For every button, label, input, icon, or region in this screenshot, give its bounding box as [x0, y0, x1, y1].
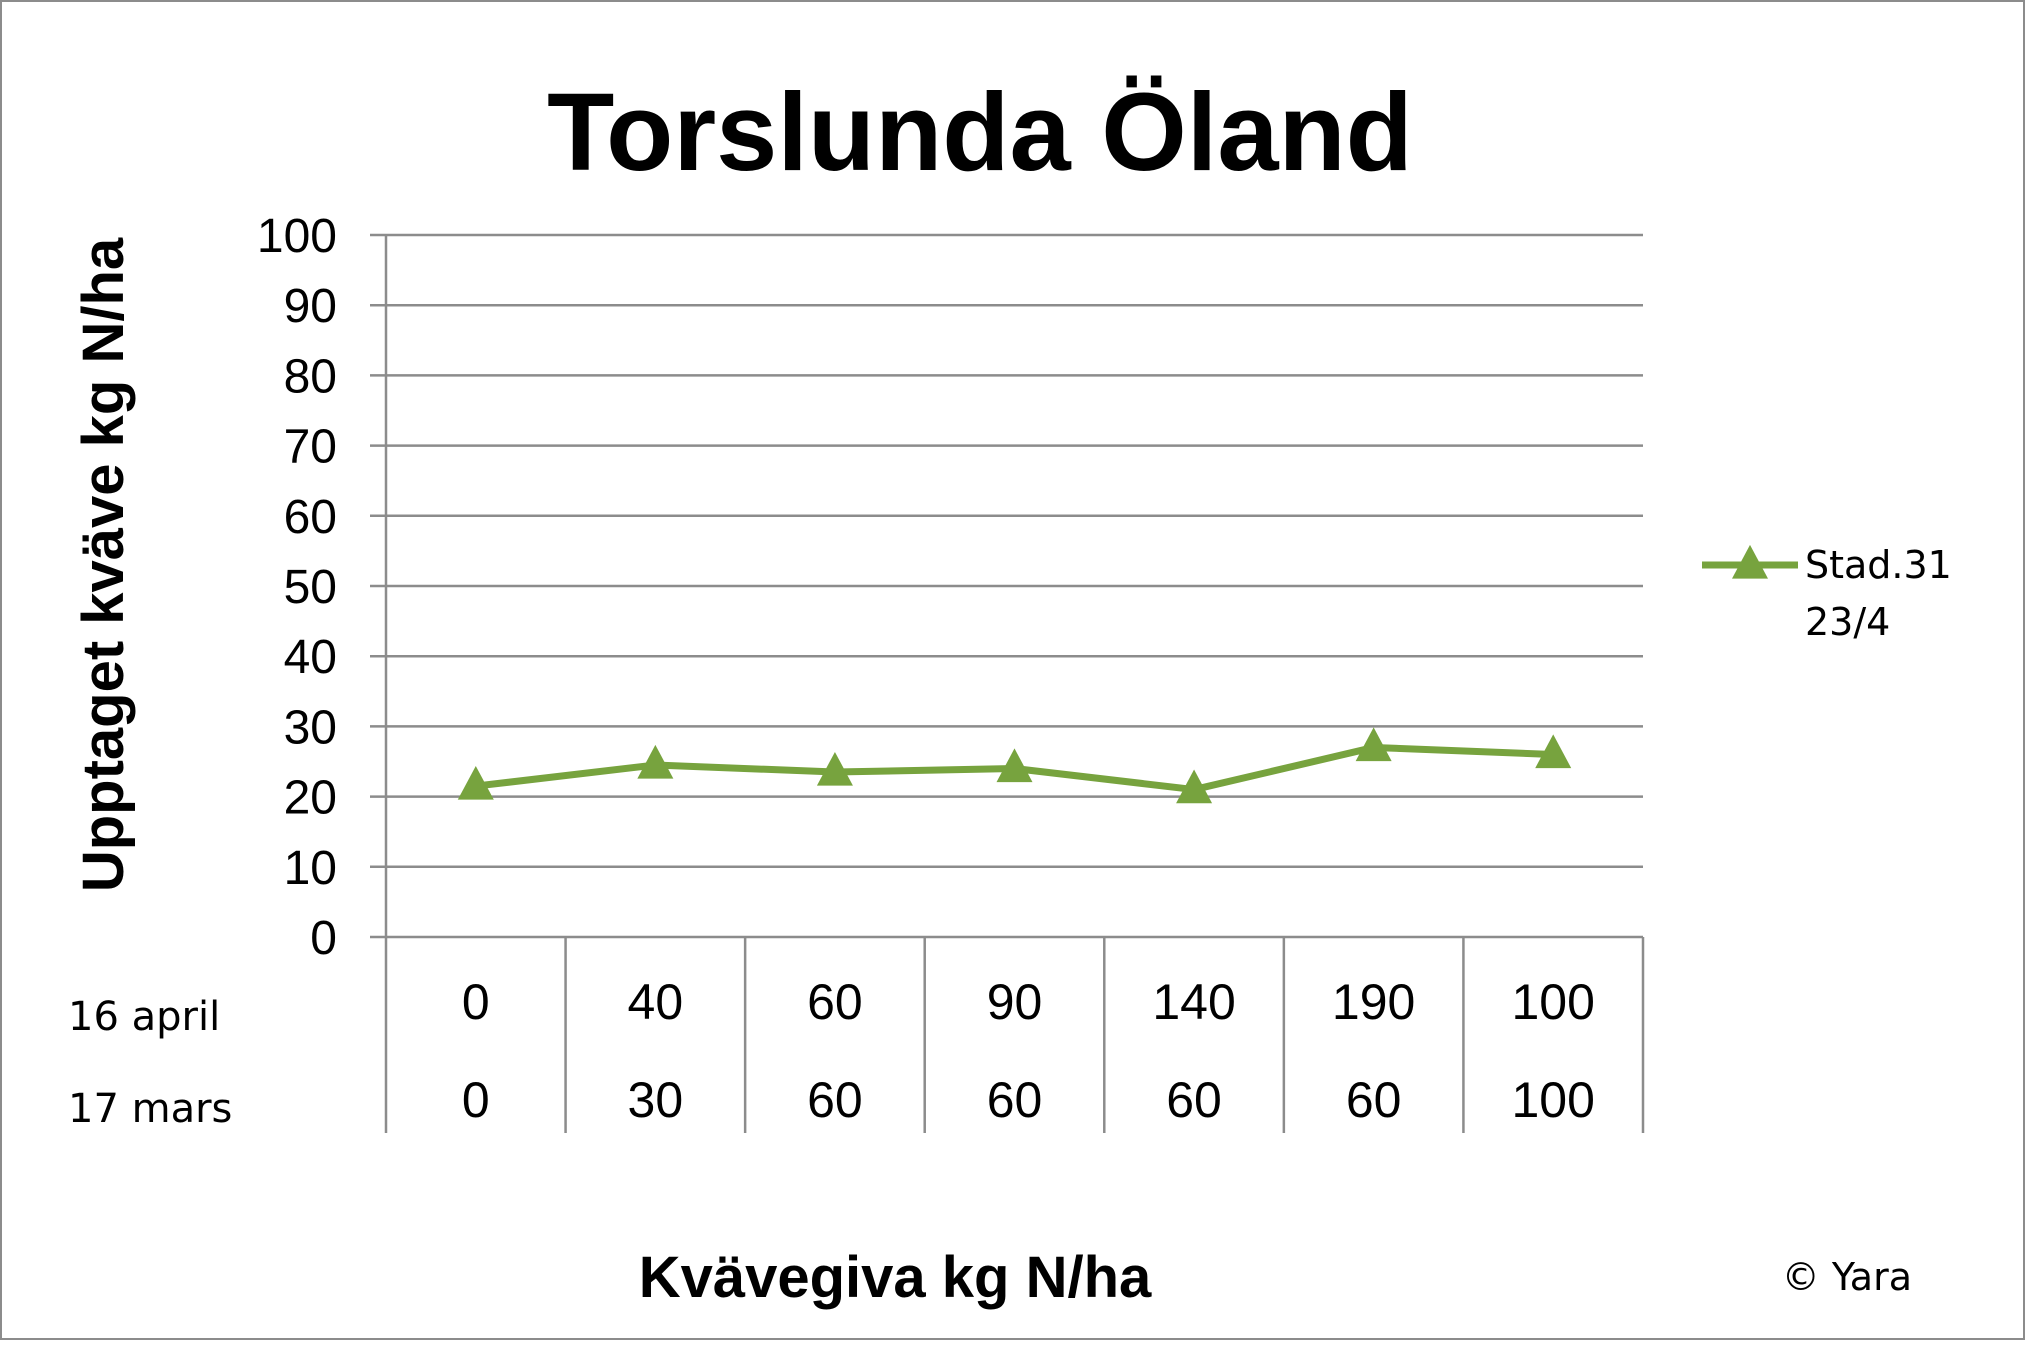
- x-tick-label-r1-c0: 0: [462, 1072, 490, 1128]
- row-label-0: 16 april: [68, 994, 220, 1040]
- x-tick-label-r0-c5: 190: [1332, 974, 1415, 1030]
- data-point-0-3: [996, 748, 1033, 783]
- x-tick-label-r0-c0: 0: [462, 974, 490, 1030]
- y-tick-label-40: 40: [284, 631, 337, 684]
- chart-title: Torslunda Öland: [547, 71, 1413, 194]
- y-tick-label-50: 50: [284, 561, 337, 614]
- y-axis-ticks: 0 10 20 30 40 50 60 70 80 90 100: [257, 210, 337, 965]
- x-tick-label-r0-c2: 60: [807, 974, 863, 1030]
- y-axis-title: Upptaget kväve kg N/ha: [71, 237, 136, 892]
- y-tick-label-90: 90: [284, 280, 337, 333]
- y-tick-label-20: 20: [284, 772, 337, 825]
- row-label-1: 17 mars: [68, 1086, 232, 1132]
- copyright-text: © Yara: [1782, 1255, 1912, 1299]
- legend-label-0-line-0: Stad.31: [1805, 543, 1952, 587]
- data-point-0-5: [1355, 727, 1392, 762]
- legend-label-0-line-1: 23/4: [1805, 600, 1890, 644]
- y-tick-label-0: 0: [310, 912, 337, 965]
- x-tick-label-r1-c6: 100: [1511, 1072, 1594, 1128]
- x-tick-label-r0-c6: 100: [1511, 974, 1594, 1030]
- gridlines: [370, 233, 1643, 939]
- x-tick-label-r0-c3: 90: [987, 974, 1043, 1030]
- x-tick-label-r0-c1: 40: [628, 974, 684, 1030]
- y-tick-label-30: 30: [284, 701, 337, 754]
- legend-marker-0: [1732, 544, 1768, 579]
- x-tick-label-r0-c4: 140: [1152, 974, 1235, 1030]
- x-tick-label-r1-c3: 60: [987, 1072, 1043, 1128]
- x-tick-label-r1-c1: 30: [628, 1072, 684, 1128]
- x-tick-label-r1-c4: 60: [1166, 1072, 1222, 1128]
- series-lines: [457, 727, 1572, 804]
- x-tick-label-r1-c5: 60: [1346, 1072, 1402, 1128]
- category-table: 16 april 0 40 60 90 140 190 100 17 mars 0 30 60 60 60…: [68, 937, 1645, 1133]
- data-point-0-1: [637, 744, 674, 779]
- x-axis-title: Kvävegiva kg N/ha: [639, 1245, 1152, 1310]
- y-tick-label-10: 10: [284, 842, 337, 895]
- data-point-0-6: [1535, 734, 1572, 769]
- y-tick-label-60: 60: [284, 491, 337, 544]
- data-point-0-0: [457, 765, 494, 800]
- data-point-0-4: [1176, 769, 1213, 804]
- y-tick-label-80: 80: [284, 350, 337, 403]
- x-tick-label-r1-c2: 60: [807, 1072, 863, 1128]
- data-point-0-2: [816, 751, 853, 786]
- y-tick-label-70: 70: [284, 421, 337, 474]
- legend: Stad.31 23/4: [1702, 543, 1952, 644]
- y-tick-label-100: 100: [257, 210, 337, 263]
